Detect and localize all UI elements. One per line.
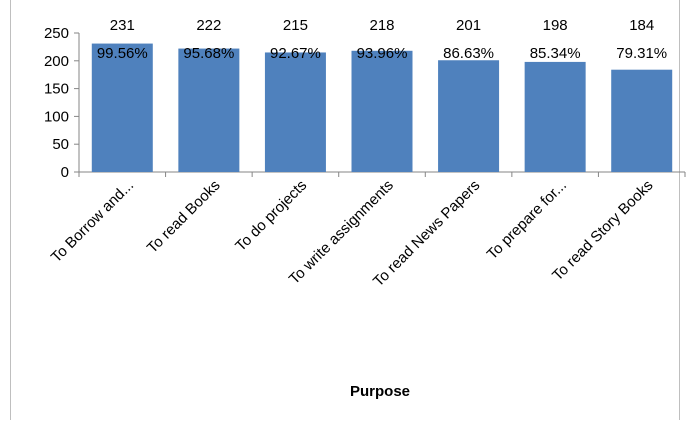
y-tick-label: 0 <box>61 164 69 181</box>
data-label-percent: 79.31% <box>616 45 667 62</box>
x-tick-label: To read Books <box>144 177 224 257</box>
x-tick-label: To prepare for... <box>484 177 570 263</box>
y-tick-label: 250 <box>44 25 69 42</box>
data-label-value: 231 <box>110 17 135 34</box>
bar <box>264 52 326 172</box>
bar <box>351 50 413 172</box>
y-tick-label: 100 <box>44 108 69 125</box>
y-tick-label: 150 <box>44 81 69 98</box>
bars <box>91 43 673 173</box>
data-label-percent: 92.67% <box>270 45 321 62</box>
data-label-value: 201 <box>456 17 481 34</box>
data-label-value: 222 <box>196 17 221 34</box>
data-label-value: 184 <box>629 17 654 34</box>
bar <box>611 69 673 172</box>
y-tick-label: 200 <box>44 53 69 70</box>
data-label-value: 215 <box>283 17 308 34</box>
bar <box>524 61 586 172</box>
data-label-percent: 93.96% <box>357 45 408 62</box>
chart-frame <box>10 0 680 420</box>
data-label-value: 218 <box>369 17 394 34</box>
data-label-percent: 95.68% <box>183 45 234 62</box>
data-label-percent: 85.34% <box>530 45 581 62</box>
data-label-value: 198 <box>543 17 568 34</box>
bar <box>91 43 153 173</box>
bar <box>178 48 240 172</box>
data-label-percent: 86.63% <box>443 45 494 62</box>
y-tick-label: 50 <box>52 136 69 153</box>
x-tick-label: To Borrow and... <box>48 177 137 266</box>
bar <box>438 60 500 172</box>
x-axis-label: Purpose <box>350 383 410 400</box>
x-tick-label: To do projects <box>232 177 310 255</box>
data-label-percent: 99.56% <box>97 45 148 62</box>
